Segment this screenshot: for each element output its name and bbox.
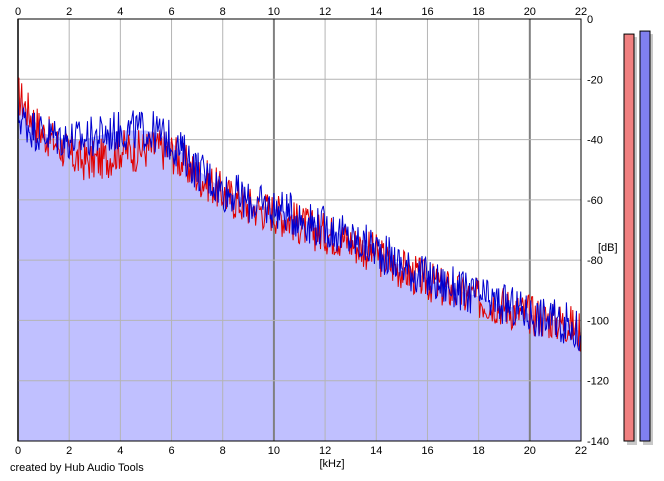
plot-layer	[18, 19, 581, 442]
y-tick-label: -100	[587, 315, 609, 327]
axis-layer: 002244668810101212141416161818202022220-…	[15, 6, 618, 470]
y-tick-label: 0	[587, 14, 593, 26]
x-tick-label-top: 12	[319, 6, 331, 18]
x-tick-label-bottom: 4	[117, 445, 123, 457]
y-tick-label: -140	[587, 436, 609, 448]
spectrum-fill-area	[18, 94, 581, 442]
x-tick-label-top: 16	[421, 6, 433, 18]
x-tick-label-top: 4	[117, 6, 123, 18]
x-tick-label-bottom: 14	[370, 445, 382, 457]
x-tick-label-top: 0	[15, 6, 21, 18]
level-meter-2	[639, 30, 651, 442]
x-tick-label-bottom: 2	[66, 445, 72, 457]
level-meters	[623, 30, 653, 446]
y-tick-label: -60	[587, 195, 603, 207]
y-tick-label: -80	[587, 255, 603, 267]
x-tick-label-bottom: 16	[421, 445, 433, 457]
series-line-2	[17, 97, 582, 352]
x-tick-label-bottom: 10	[268, 445, 280, 457]
x-tick-label-top: 14	[370, 6, 382, 18]
x-tick-label-bottom: 6	[168, 445, 174, 457]
x-tick-label-top: 2	[66, 6, 72, 18]
y-tick-label: -20	[587, 74, 603, 86]
level-meter-1	[623, 33, 635, 442]
x-tick-label-bottom: 22	[575, 445, 587, 457]
x-tick-label-top: 10	[268, 6, 280, 18]
x-tick-label-top: 20	[524, 6, 536, 18]
y-axis-label: [dB]	[598, 242, 618, 254]
x-axis-label: [kHz]	[319, 458, 344, 470]
x-tick-label-bottom: 20	[524, 445, 536, 457]
x-tick-label-top: 6	[168, 6, 174, 18]
x-tick-label-bottom: 8	[220, 445, 226, 457]
series-line-1	[17, 77, 582, 352]
credit-text: created by Hub Audio Tools	[10, 462, 144, 474]
plot-border	[17, 18, 582, 442]
x-tick-label-bottom: 0	[15, 445, 21, 457]
x-tick-label-top: 18	[473, 6, 485, 18]
x-tick-label-top: 22	[575, 6, 587, 18]
y-tick-label: -120	[587, 376, 609, 388]
y-tick-label: -40	[587, 135, 603, 147]
x-tick-label-bottom: 12	[319, 445, 331, 457]
x-tick-label-bottom: 18	[473, 445, 485, 457]
series-layer	[17, 77, 582, 352]
x-tick-label-top: 8	[220, 6, 226, 18]
